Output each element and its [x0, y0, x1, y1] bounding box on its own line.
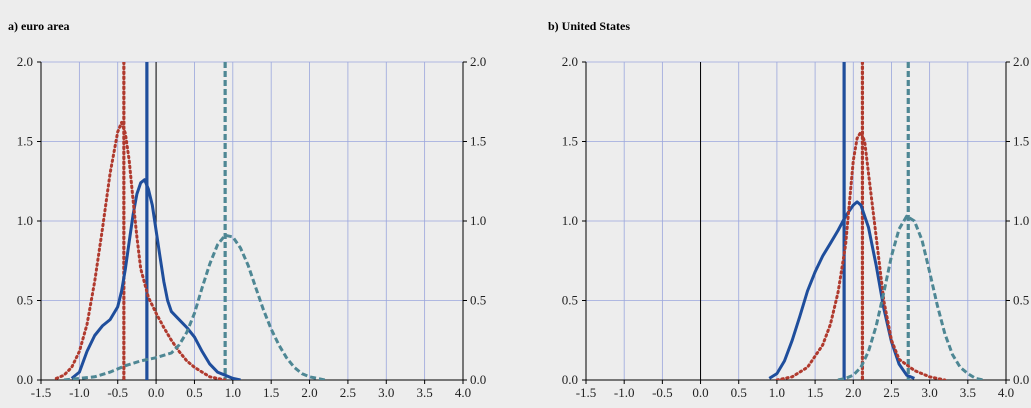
x-tick-label: -1.0	[614, 385, 635, 400]
series-dashed-density-line	[837, 214, 984, 380]
x-tick-label: 0.5	[186, 385, 202, 400]
y-tick-label-right: 1.5	[1013, 134, 1029, 149]
chart-title: a) euro area	[8, 19, 70, 33]
x-tick-label: -1.5	[31, 385, 52, 400]
x-tick-label: 2.5	[883, 385, 899, 400]
x-tick-label: 2.0	[301, 385, 317, 400]
x-tick-label: 3.5	[960, 385, 976, 400]
x-tick-label: 4.0	[455, 385, 471, 400]
series-dotted-density-line	[775, 130, 947, 380]
y-tick-label-right: 0.5	[1013, 293, 1029, 308]
x-tick-label: 1.5	[263, 385, 279, 400]
y-tick-label-left: 0.5	[562, 293, 578, 308]
x-tick-label: -0.5	[107, 385, 128, 400]
x-tick-label: -1.0	[69, 385, 90, 400]
panel-euro-area: a) euro area -1.5 -1.0 -0.5 0.0 0.5 1.0 1.5 2.0 2…	[8, 19, 486, 400]
y-tick-label-left: 1.0	[17, 213, 33, 228]
x-tick-label: 3.5	[417, 385, 433, 400]
x-tick-label: -1.5	[576, 385, 597, 400]
y-tick-label-left: 2.0	[562, 54, 578, 69]
y-tick-label-right: 1.0	[470, 213, 486, 228]
x-tick-label: 0.5	[731, 385, 747, 400]
x-tick-label: 1.5	[807, 385, 823, 400]
y-tick-label-right: 2.0	[1013, 54, 1029, 69]
x-tick-label: 0.0	[148, 385, 164, 400]
series-dashed-density-line	[63, 233, 326, 380]
y-tick-label-left: 0.0	[562, 372, 578, 387]
y-tick-label-left: 1.5	[17, 134, 33, 149]
x-tick-label: -0.5	[652, 385, 673, 400]
y-tick-label-right: 1.5	[470, 134, 486, 149]
y-tick-label-left: 1.5	[562, 134, 578, 149]
x-tick-label: 4.0	[998, 385, 1014, 400]
y-tick-label-right: 0.5	[470, 293, 486, 308]
x-tick-label: 2.5	[340, 385, 356, 400]
y-tick-label-left: 0.0	[17, 372, 33, 387]
y-tick-label-left: 0.5	[17, 293, 33, 308]
x-tick-label: 0.0	[692, 385, 708, 400]
y-tick-label-right: 1.0	[1013, 213, 1029, 228]
panel-united-states: b) United States -1.5 -1.0 -0.5 0.0 0.5 1.0 1.5…	[548, 19, 1029, 400]
y-tick-label-right: 2.0	[470, 54, 486, 69]
x-tick-label: 1.0	[225, 385, 241, 400]
chart-title: b) United States	[548, 19, 630, 33]
x-tick-label: 3.0	[378, 385, 394, 400]
y-tick-label-left: 2.0	[17, 54, 33, 69]
x-tick-label: 3.0	[922, 385, 938, 400]
series-solid-density-line	[70, 178, 241, 380]
series-dotted-density-line	[54, 120, 227, 380]
y-tick-label-right: 0.0	[470, 372, 486, 387]
x-tick-label: 1.0	[769, 385, 785, 400]
x-tick-label: 2.0	[845, 385, 861, 400]
y-tick-label-right: 0.0	[1013, 372, 1029, 387]
y-tick-label-left: 1.0	[562, 213, 578, 228]
